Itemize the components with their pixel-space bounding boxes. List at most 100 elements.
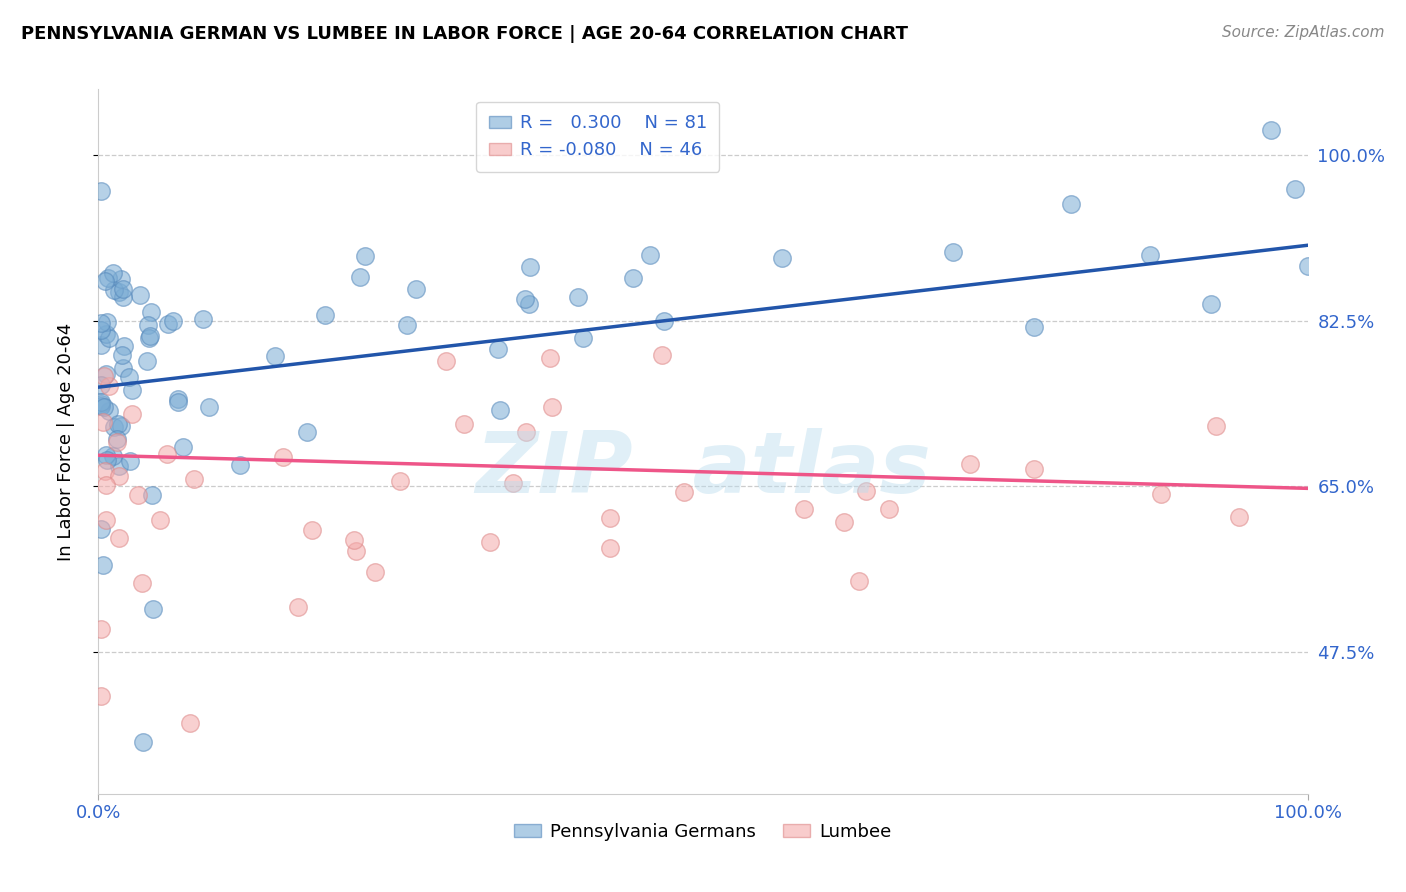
Point [197,400,219,414]
Point [97,379,120,393]
Point [90,316,112,330]
Point [142,602,165,616]
Point [127,488,149,502]
Point [101,267,124,281]
Point [396,318,419,332]
Point [90,184,112,198]
Point [959,457,981,471]
Point [502,476,524,491]
Point [90,323,112,337]
Text: Source: ZipAtlas.com: Source: ZipAtlas.com [1222,25,1385,40]
Point [97,331,120,345]
Point [111,348,134,362]
Point [94,448,117,462]
Point [673,485,696,500]
Text: ZIP  atlas: ZIP atlas [475,428,931,511]
Point [96,315,118,329]
Point [105,432,128,446]
Point [121,407,143,421]
Point [855,484,877,499]
Point [453,417,475,431]
Point [314,308,336,322]
Point [93,369,115,384]
Point [108,531,131,545]
Point [271,450,294,464]
Point [101,449,124,463]
Point [638,247,661,261]
Point [138,329,160,343]
Point [167,395,190,409]
Point [118,370,141,384]
Point [183,472,205,486]
Point [191,312,214,326]
Point [1199,297,1222,311]
Point [90,377,112,392]
Point [1205,419,1227,434]
Point [90,338,112,352]
Point [108,285,131,299]
Point [1139,247,1161,261]
Point [136,354,159,368]
Point [141,305,163,319]
Point [832,515,855,529]
Point [94,274,117,288]
Point [363,565,385,579]
Point [349,270,371,285]
Point [540,400,562,414]
Point [599,541,621,555]
Point [136,318,159,333]
Point [287,599,309,614]
Point [942,244,965,259]
Point [434,353,457,368]
Point [93,400,115,414]
Point [515,425,537,439]
Point [572,331,595,345]
Point [91,558,114,572]
Point [155,447,177,461]
Point [156,317,179,331]
Point [103,283,125,297]
Point [179,715,201,730]
Point [651,348,673,362]
Point [1022,462,1045,476]
Point [770,252,793,266]
Point [103,420,125,434]
Point [519,260,541,275]
Point [654,314,676,328]
Point [172,440,194,454]
Point [111,290,134,304]
Point [488,403,510,417]
Point [344,543,367,558]
Point [1284,182,1306,196]
Point [90,522,112,536]
Point [94,478,117,492]
Point [94,513,117,527]
Point [1296,260,1319,274]
Point [567,290,589,304]
Point [388,474,411,488]
Point [111,361,134,376]
Point [94,326,117,341]
Point [149,513,172,527]
Point [877,501,900,516]
Point [110,272,132,286]
Point [110,419,132,434]
Text: PENNSYLVANIA GERMAN VS LUMBEE IN LABOR FORCE | AGE 20-64 CORRELATION CHART: PENNSYLVANIA GERMAN VS LUMBEE IN LABOR F… [21,25,908,43]
Point [98,404,121,418]
Point [1227,509,1250,524]
Point [297,425,319,439]
Point [138,331,160,345]
Point [90,395,112,409]
Point [141,488,163,502]
Point [599,511,621,525]
Point [1260,122,1282,136]
Point [478,535,501,549]
Point [105,435,128,450]
Y-axis label: In Labor Force | Age 20-64: In Labor Force | Age 20-64 [56,322,75,561]
Point [1022,320,1045,334]
Point [94,367,117,381]
Point [121,383,143,397]
Point [132,735,155,749]
Point [517,297,540,311]
Point [513,293,536,307]
